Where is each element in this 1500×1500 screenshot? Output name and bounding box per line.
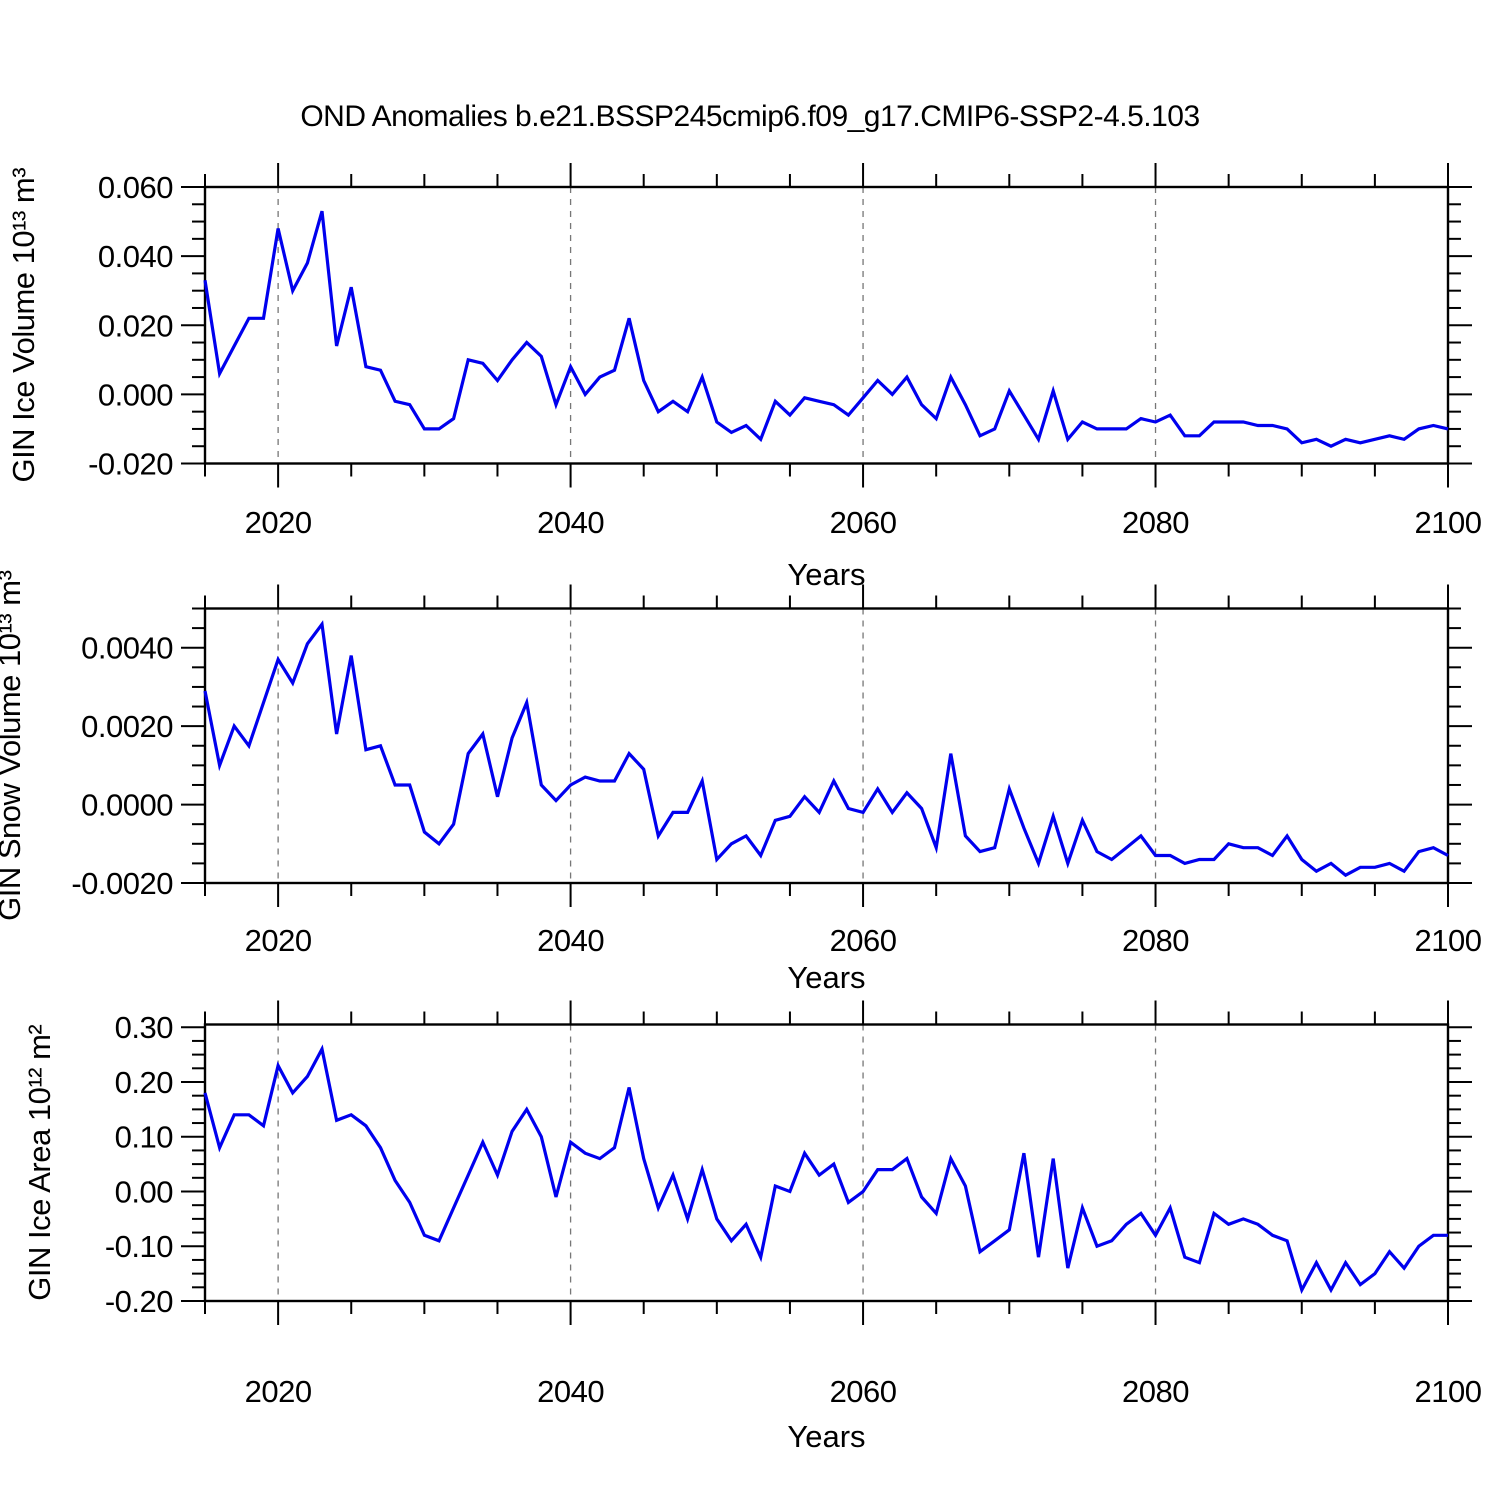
x-tick-label: 2080 (1122, 505, 1189, 540)
x-tick-label: 2100 (1415, 1374, 1482, 1409)
x-tick-label: 2100 (1415, 505, 1482, 540)
x-tick-label: 2020 (245, 1374, 312, 1409)
x-axis-title: Years (787, 557, 865, 592)
plot-frame (203, 607, 1450, 885)
y-tick-label: -0.10 (105, 1229, 173, 1264)
x-tick-label: 2020 (245, 923, 312, 958)
x-tick-label: 2040 (537, 923, 604, 958)
series-line-gin-snow-volume (203, 620, 1449, 878)
y-tick-label: 0.060 (98, 170, 173, 205)
y-tick-label: -0.20 (105, 1284, 173, 1319)
x-tick-label: 2100 (1415, 923, 1482, 958)
y-tick-label: -0.0020 (71, 866, 173, 901)
x-tick-label: 2080 (1122, 1374, 1189, 1409)
y-tick-label: 0.000 (98, 377, 173, 412)
x-tick-label: 2060 (830, 505, 897, 540)
y-tick-label: 0.10 (115, 1120, 174, 1155)
y-tick-label: 0.0000 (81, 788, 173, 823)
plot-frame (203, 1023, 1450, 1303)
x-tick-label: 2020 (245, 505, 312, 540)
y-tick-label: 0.0020 (81, 709, 173, 744)
panel-gin-ice-volume: 0.060 0.040 0.020 0.000 -0.020 2020 2040 2060 20… (6, 163, 1482, 592)
y-tick-label: 0.00 (115, 1174, 174, 1209)
x-tick-label: 2040 (537, 505, 604, 540)
y-tick-label: 0.20 (115, 1065, 174, 1100)
y-tick-label: 0.040 (98, 239, 173, 274)
y-axis-title: GIN Ice Volume 10¹³ m³ (6, 168, 41, 483)
x-axis-title: Years (787, 1419, 865, 1454)
panel-gin-ice-area: 0.30 0.20 0.10 0.00 -0.10 -0.20 2020 2040 2060 20… (22, 1000, 1482, 1454)
x-tick-label: 2040 (537, 1374, 604, 1409)
panel-gin-snow-volume: 0.0040 0.0020 0.0000 -0.0020 2020 2040 2060 208… (0, 570, 1482, 995)
x-tick-label: 2080 (1122, 923, 1189, 958)
x-tick-label: 2060 (830, 923, 897, 958)
plot-frame (203, 185, 1450, 465)
y-tick-label: 0.30 (115, 1010, 174, 1045)
y-axis-title: GIN Snow Volume 10¹³ m³ (0, 570, 27, 920)
y-tick-label: 0.020 (98, 308, 173, 343)
x-axis-title: Years (787, 960, 865, 995)
y-tick-label: 0.0040 (81, 631, 173, 666)
series-line-gin-ice-volume (203, 210, 1449, 448)
y-tick-label: -0.020 (88, 447, 173, 482)
x-tick-label: 2060 (830, 1374, 897, 1409)
chart-title: OND Anomalies b.e21.BSSP245cmip6.f09_g17… (300, 100, 1200, 133)
y-axis-title: GIN Ice Area 10¹² m² (22, 1025, 57, 1301)
series-line-gin-ice-area (203, 1044, 1448, 1295)
